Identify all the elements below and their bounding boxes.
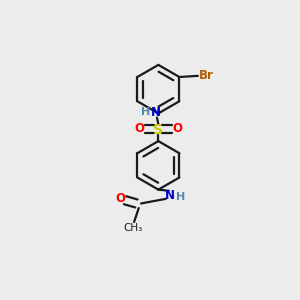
Text: O: O	[172, 122, 182, 135]
Text: S: S	[153, 123, 164, 136]
Text: O: O	[135, 122, 145, 135]
Text: CH₃: CH₃	[123, 224, 142, 233]
Text: H: H	[141, 107, 150, 117]
Text: Br: Br	[199, 69, 214, 82]
Text: O: O	[116, 192, 125, 205]
Text: N: N	[165, 189, 175, 202]
Text: N: N	[151, 106, 161, 119]
Text: H: H	[176, 192, 185, 202]
